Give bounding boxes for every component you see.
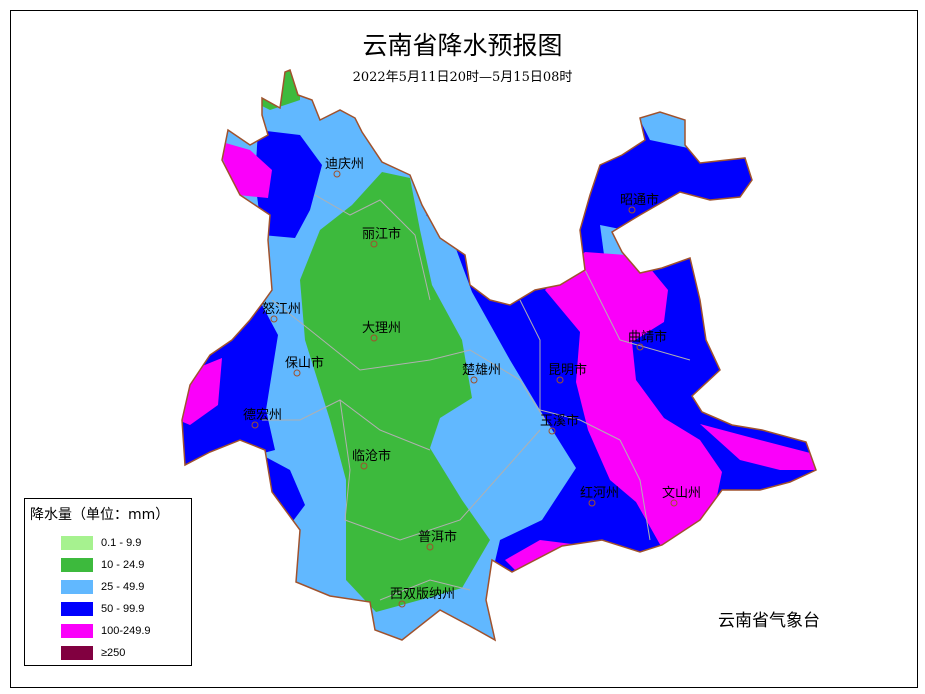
legend-swatch — [61, 580, 93, 594]
legend-swatch — [61, 602, 93, 616]
city-label: 怒江州 — [262, 302, 301, 317]
zone-50-99.9 — [262, 455, 305, 525]
city-label: 丽江市 — [362, 226, 401, 242]
zone-100-249.9 — [215, 140, 272, 198]
legend: 降水量（单位：mm） 0.1 - 9.9 10 - 24.9 25 - 49.9 50… — [24, 498, 192, 666]
city-label: 楚雄州 — [462, 363, 501, 378]
legend-label: 10 - 24.9 — [101, 559, 145, 571]
city-dot-icon — [370, 240, 378, 248]
city-marker: 玉溪市 — [540, 413, 579, 435]
zone-100-249.9 — [700, 424, 816, 470]
city-dot-icon — [270, 315, 278, 323]
zone-10-24.9 — [250, 70, 300, 110]
zone-50-99.9 — [255, 130, 322, 238]
city-label: 昆明市 — [548, 362, 587, 378]
city-marker: 楚雄州 — [462, 363, 501, 384]
legend-label: 100-249.9 — [101, 625, 151, 637]
legend-label: 25 - 49.9 — [101, 581, 145, 593]
city-labels: 迪庆州丽江市怒江州大理州保山市楚雄州 昆明市 曲靖市 昭通市德宏州 玉溪市临沧市红河州 文… — [243, 157, 701, 608]
city-marker: 怒江州 — [262, 302, 301, 323]
agency-label: 云南省气象台 — [718, 611, 820, 631]
city-marker: 临沧市 — [352, 448, 391, 470]
city-marker: 红河州 — [580, 485, 619, 507]
legend-label: ≥250 — [101, 647, 126, 659]
city-dot-icon — [628, 206, 636, 214]
city-dot-icon — [556, 376, 564, 384]
city-marker: 文山州 — [662, 486, 701, 507]
legend-item: 100-249.9 — [61, 623, 151, 639]
legend-item: 10 - 24.9 — [61, 557, 144, 573]
city-marker: 德宏州 — [243, 408, 282, 429]
city-dot-icon — [636, 343, 644, 351]
legend-swatch — [61, 558, 93, 572]
legend-title: 降水量（单位：mm） — [30, 507, 170, 523]
city-label: 昭通市 — [620, 192, 659, 208]
city-dot-icon — [293, 369, 301, 377]
map-title: 云南省降水预报图 — [362, 31, 563, 60]
legend-item: ≥250 — [61, 645, 125, 661]
city-marker: 大理州 — [362, 321, 401, 342]
legend-swatch — [61, 624, 93, 638]
map-subtitle: 2022年5月11日20时—5月15日08时 — [352, 70, 573, 85]
city-label: 迪庆州 — [325, 157, 364, 172]
city-label: 西双版纳州 — [390, 587, 455, 602]
legend-item: 50 - 99.9 — [61, 601, 144, 617]
city-marker: 丽江市 — [362, 226, 401, 248]
city-dot-icon — [548, 427, 556, 435]
city-marker: 普洱市 — [418, 529, 457, 551]
legend-swatch — [61, 536, 93, 550]
zone-25-49.9 — [630, 100, 690, 148]
legend-item: 0.1 - 9.9 — [61, 535, 141, 551]
admin-boundaries — [262, 194, 691, 601]
city-dot-icon — [333, 170, 341, 178]
city-marker: 昆明市 — [548, 362, 587, 384]
city-label: 大理州 — [362, 321, 401, 336]
city-dot-icon — [588, 499, 596, 507]
legend-item: 25 - 49.9 — [61, 579, 144, 595]
city-label: 普洱市 — [418, 529, 457, 545]
legend-label: 50 - 99.9 — [101, 603, 145, 615]
city-marker: 曲靖市 — [628, 329, 667, 351]
city-dot-icon — [398, 600, 406, 608]
city-dot-icon — [670, 499, 678, 507]
city-marker: 昭通市 — [620, 192, 659, 214]
legend-label: 0.1 - 9.9 — [101, 537, 142, 549]
zone-100-249.9 — [545, 252, 722, 548]
city-dot-icon — [370, 334, 378, 342]
city-dot-icon — [470, 376, 478, 384]
city-marker: 西双版纳州 — [390, 587, 455, 608]
city-label: 文山州 — [662, 486, 701, 501]
city-dot-icon — [251, 421, 259, 429]
city-label: 临沧市 — [352, 448, 391, 464]
city-label: 红河州 — [580, 485, 619, 501]
legend-swatch — [61, 646, 93, 660]
figure-border — [10, 10, 918, 688]
city-label: 玉溪市 — [540, 413, 579, 429]
zone-10-24.9 — [300, 172, 490, 612]
city-dot-icon — [360, 462, 368, 470]
city-label: 德宏州 — [243, 408, 282, 423]
city-dot-icon — [426, 543, 434, 551]
city-label: 曲靖市 — [628, 329, 667, 345]
city-marker: 迪庆州 — [325, 157, 364, 178]
city-label: 保山市 — [285, 355, 324, 371]
city-marker: 保山市 — [285, 355, 324, 377]
